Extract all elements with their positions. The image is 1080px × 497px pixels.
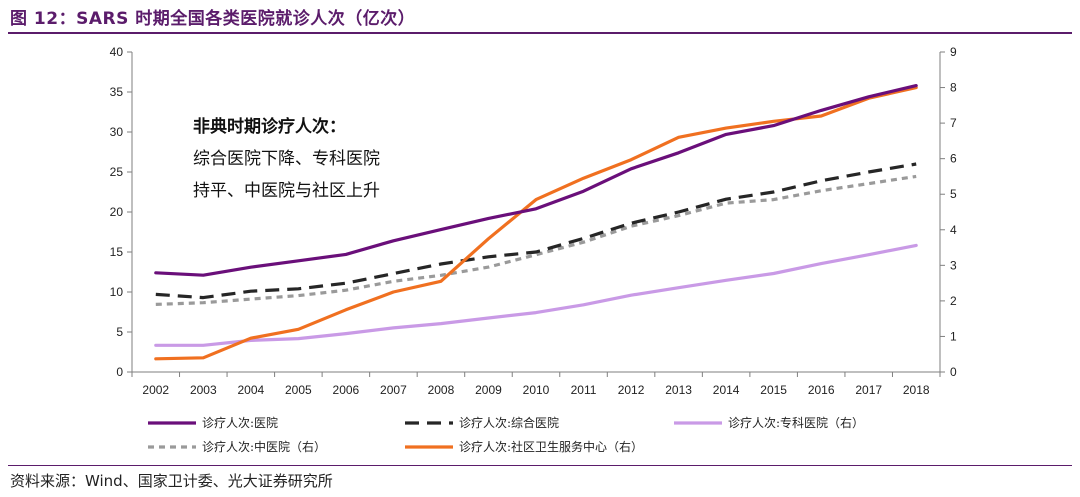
- y-right-tick-label: 7: [950, 116, 957, 130]
- x-tick-label: 2014: [713, 383, 740, 397]
- y-right-tick-label: 1: [950, 329, 957, 343]
- y-left-tick-label: 30: [110, 125, 124, 139]
- x-tick-label: 2007: [380, 383, 407, 397]
- annotation-line: 综合医院下降、专科医院: [193, 149, 380, 169]
- y-left-tick-label: 0: [116, 365, 123, 379]
- x-tick-label: 2009: [475, 383, 502, 397]
- x-tick-label: 2018: [903, 383, 930, 397]
- series-line: [155, 174, 917, 306]
- series-line: [154, 83, 918, 277]
- y-left-tick-label: 10: [110, 285, 124, 299]
- figure-title: 图 12：SARS 时期全国各类医院就诊人次（亿次）: [10, 9, 416, 29]
- x-tick-label: 2010: [523, 383, 550, 397]
- y-left-tick-label: 20: [110, 205, 124, 219]
- legend-label: 诊疗人次:专科医院（右）: [728, 415, 864, 430]
- source-rule: [8, 465, 1072, 466]
- chart-series: [154, 83, 918, 361]
- x-tick-label: 2011: [571, 383, 597, 397]
- y-right-tick-label: 2: [950, 294, 957, 308]
- y-right-tick-label: 4: [950, 223, 957, 237]
- x-tick-label: 2013: [665, 383, 692, 397]
- x-tick-label: 2016: [808, 383, 835, 397]
- y-left-tick-label: 15: [110, 245, 124, 259]
- y-left-tick-label: 5: [116, 325, 123, 339]
- x-tick-label: 2002: [142, 383, 169, 397]
- x-tick-label: 2015: [760, 383, 787, 397]
- line-chart: 0 5 10 15 20 25 30 35 40 0 1 2 3 4 5 6 7 8 9 2002 2003 2004 20…: [110, 45, 957, 454]
- y-left-tick-label: 25: [110, 165, 124, 179]
- legend-label: 诊疗人次:中医院（右）: [202, 439, 326, 454]
- chart-legend: 诊疗人次:医院 诊疗人次:综合医院 诊疗人次:专科医院（右） 诊疗人次:中医院（右） 诊…: [148, 415, 864, 454]
- legend-label: 诊疗人次:社区卫生服务中心（右）: [459, 439, 643, 454]
- series-line: [155, 162, 917, 300]
- y-right-tick-label: 3: [950, 258, 957, 272]
- x-tick-label: 2004: [237, 383, 264, 397]
- chart-axes: 0 5 10 15 20 25 30 35 40 0 1 2 3 4 5 6 7 8 9 2002 2003 2004 20…: [110, 45, 957, 397]
- annotation-heading: 非典时期诊疗人次：: [193, 116, 346, 137]
- y-right-tick-label: 5: [950, 187, 957, 201]
- x-tick-label: 2006: [333, 383, 360, 397]
- annotation-line: 持平、中医院与社区上升: [193, 181, 380, 201]
- x-tick-label: 2017: [855, 383, 882, 397]
- y-left-tick-label: 40: [110, 45, 124, 59]
- x-tick-label: 2003: [190, 383, 217, 397]
- y-right-tick-label: 0: [950, 365, 957, 379]
- source-note: 资料来源：Wind、国家卫计委、光大证券研究所: [10, 472, 333, 490]
- y-right-tick-label: 6: [950, 152, 957, 166]
- y-left-tick-label: 35: [110, 85, 124, 99]
- title-rule: [8, 32, 1072, 34]
- x-tick-label: 2005: [285, 383, 312, 397]
- y-right-tick-label: 9: [950, 45, 957, 59]
- legend-label: 诊疗人次:医院: [202, 416, 278, 430]
- y-right-tick-label: 8: [950, 81, 957, 95]
- x-tick-label: 2008: [428, 383, 455, 397]
- x-tick-label: 2012: [618, 383, 645, 397]
- series-line: [154, 243, 918, 347]
- legend-label: 诊疗人次:综合医院: [459, 415, 559, 430]
